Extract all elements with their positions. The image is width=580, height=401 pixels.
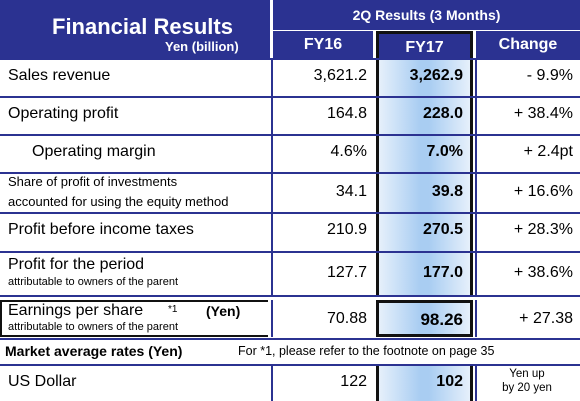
fy16-value: 4.6% bbox=[330, 143, 367, 160]
col-divider bbox=[475, 300, 477, 337]
usd-change-line2: by 20 yen bbox=[502, 382, 552, 394]
col-divider bbox=[271, 300, 273, 337]
row-sublabel-eps: attributable to owners of the parent bbox=[8, 321, 178, 333]
fy16-value: 34.1 bbox=[335, 183, 367, 200]
row-label-sales-revenue: Sales revenue bbox=[8, 67, 111, 84]
fy16-value: 210.9 bbox=[326, 221, 367, 238]
market-rates-heading: Market average rates (Yen) bbox=[5, 343, 183, 359]
row-divider bbox=[0, 58, 580, 60]
change-value: - 9.9% bbox=[526, 67, 573, 84]
fy16-value: 3,621.2 bbox=[313, 67, 367, 84]
row-label-eps: Earnings per share bbox=[8, 302, 144, 319]
footnote-reference: For *1, please refer to the footnote on … bbox=[238, 344, 495, 358]
fy16-value: 127.7 bbox=[326, 264, 367, 281]
row-label-share-of-profit-line2: accounted for using the equity method bbox=[8, 194, 229, 209]
fy17-value: 3,262.9 bbox=[409, 67, 463, 84]
row-label-share-of-profit-line1: Share of profit of investments bbox=[8, 174, 178, 189]
row-divider bbox=[0, 251, 580, 253]
change-value: + 27.38 bbox=[519, 310, 573, 327]
fy17-value: 98.26 bbox=[420, 310, 463, 329]
row-divider bbox=[0, 134, 580, 136]
table-title-cell: Financial Results Yen (billion) bbox=[0, 0, 270, 58]
row-label-profit-before-taxes: Profit before income taxes bbox=[8, 221, 194, 238]
fy17-value: 7.0% bbox=[426, 143, 463, 160]
row-divider bbox=[0, 212, 580, 214]
eps-label-box bbox=[0, 300, 268, 337]
col-header-fy17: FY17 bbox=[376, 31, 473, 58]
col-divider bbox=[271, 58, 273, 297]
row-label-us-dollar: US Dollar bbox=[8, 373, 77, 390]
change-value: + 2.4pt bbox=[523, 143, 573, 160]
row-sublabel-profit-for-period: attributable to owners of the parent bbox=[8, 276, 178, 288]
fy16-value: 122 bbox=[340, 373, 367, 390]
row-label-operating-margin: Operating margin bbox=[32, 143, 156, 160]
col-header-change: Change bbox=[476, 31, 580, 58]
change-value: + 38.6% bbox=[513, 264, 573, 281]
unit-label: Yen (billion) bbox=[165, 39, 239, 54]
fy17-value: 228.0 bbox=[422, 105, 463, 122]
row-divider bbox=[0, 338, 580, 340]
col-header-fy16: FY16 bbox=[273, 31, 373, 58]
table-title: Financial Results bbox=[52, 14, 233, 39]
row-divider bbox=[0, 364, 580, 366]
row-label-profit-for-period: Profit for the period bbox=[8, 256, 145, 273]
change-value: + 16.6% bbox=[513, 183, 573, 200]
usd-change-line1: Yen up bbox=[509, 368, 545, 380]
row-divider bbox=[0, 172, 580, 174]
fy17-highlight bbox=[376, 58, 473, 297]
row-divider bbox=[0, 295, 580, 297]
fy16-value: 70.88 bbox=[326, 310, 367, 327]
fy17-value: 39.8 bbox=[431, 183, 463, 200]
fy16-value: 164.8 bbox=[326, 105, 367, 122]
change-value: + 28.3% bbox=[513, 221, 573, 238]
fy17-value: 102 bbox=[436, 373, 463, 390]
col-divider bbox=[475, 58, 477, 297]
col-divider bbox=[271, 366, 273, 401]
change-value: Yen up by 20 yen bbox=[477, 367, 577, 395]
fy17-usd-highlight bbox=[376, 366, 473, 401]
fy17-value: 177.0 bbox=[422, 264, 463, 281]
eps-footnote-mark: *1 bbox=[168, 304, 178, 315]
row-divider bbox=[0, 96, 580, 98]
period-group-header: 2Q Results (3 Months) bbox=[273, 0, 580, 30]
eps-unit: (Yen) bbox=[206, 303, 241, 319]
col-divider bbox=[475, 366, 477, 401]
row-label-operating-profit: Operating profit bbox=[8, 105, 119, 122]
fy17-value: 270.5 bbox=[422, 221, 463, 238]
change-value: + 38.4% bbox=[513, 105, 573, 122]
fy17-eps-highlight bbox=[376, 300, 473, 337]
